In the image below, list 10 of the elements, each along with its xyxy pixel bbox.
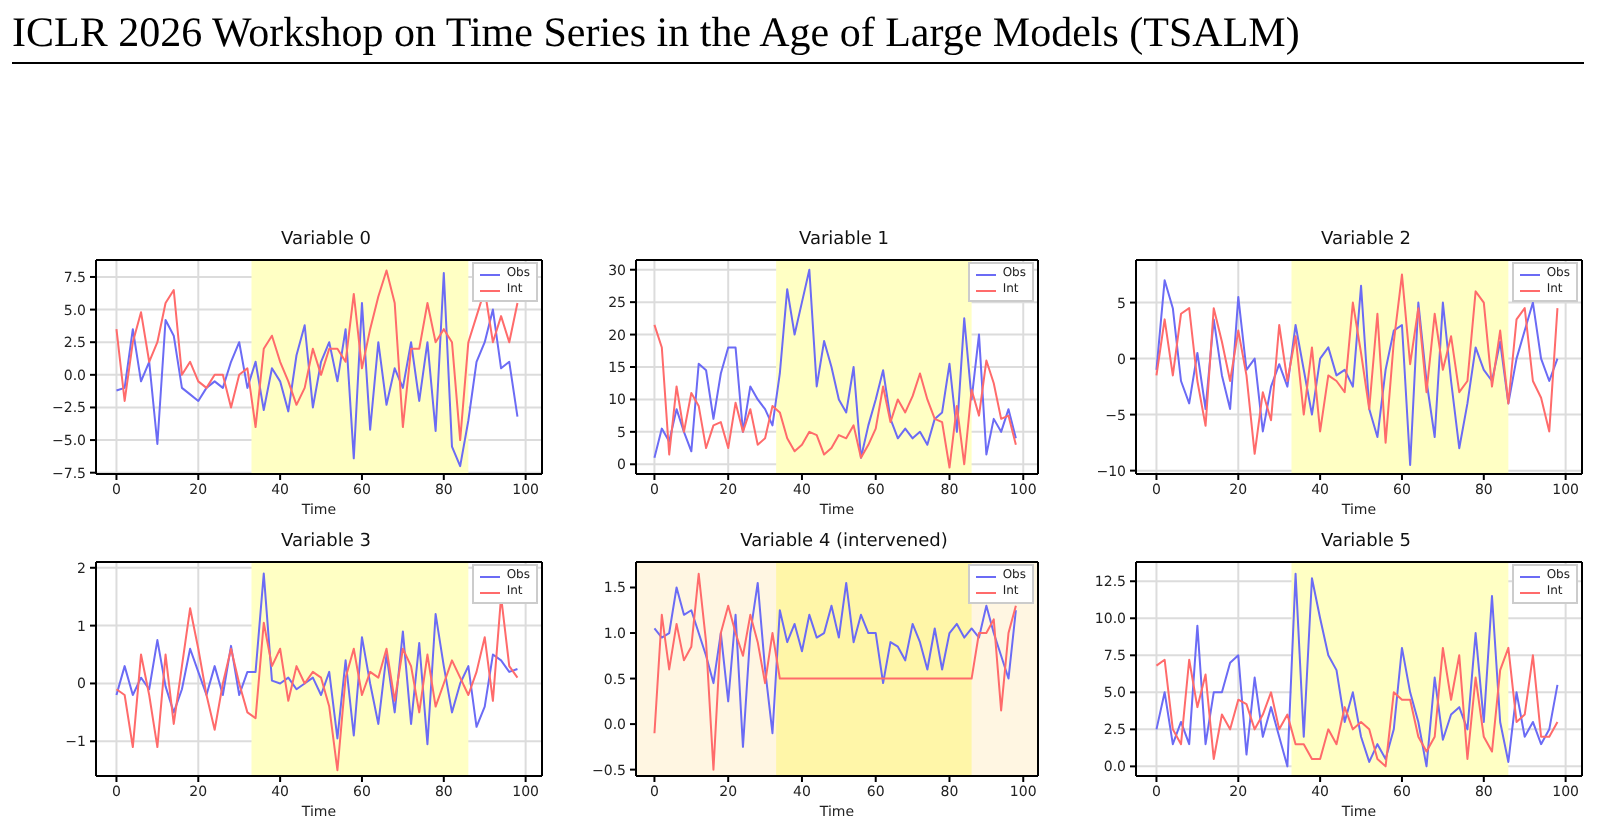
line-series [653, 581, 1017, 748]
chart-title: Variable 4 (intervened) [738, 532, 950, 556]
line-series [1155, 646, 1559, 768]
chart-title: Variable 0 [278, 230, 374, 254]
chart-title: Variable 1 [796, 230, 892, 254]
chart-title: Variable 2 [1318, 230, 1414, 254]
chart-title: Variable 3 [278, 532, 374, 556]
text: ICLR 2026 Workshop on Time Series in the Age of Large Models (TSALM) [12, 8, 1584, 64]
chart-title: Variable 5 [1318, 532, 1414, 556]
line-series [653, 323, 1017, 469]
